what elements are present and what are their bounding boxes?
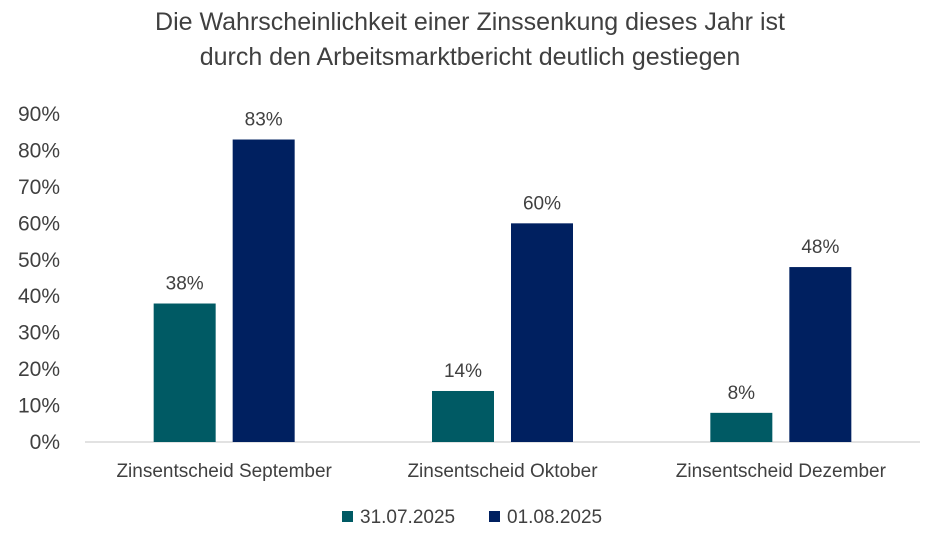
bar-series-2-2 — [511, 223, 573, 442]
legend-swatch — [342, 511, 353, 522]
legend-swatch — [489, 511, 500, 522]
data-label: 48% — [801, 237, 839, 258]
data-label: 38% — [166, 274, 204, 295]
chart-title-line-1: Die Wahrscheinlichkeit einer Zinssenkung… — [155, 8, 785, 36]
y-axis: 0% 10% 20% 30% 40% 50% 60% 70% 80% 90% — [18, 103, 60, 454]
data-label: 8% — [728, 383, 756, 404]
y-tick-label: 60% — [18, 212, 60, 235]
bar-series-2-3 — [789, 267, 852, 442]
chart-title-line-2: durch den Arbeitsmarktbericht deutlich g… — [200, 43, 741, 71]
x-category-label: Zinsentscheid Oktober — [407, 461, 598, 482]
bar-series-1-1 — [153, 303, 216, 442]
y-tick-label: 20% — [18, 358, 60, 381]
y-tick-label: 30% — [18, 322, 60, 345]
legend-label: 01.08.2025 — [507, 507, 602, 528]
x-category-label: Zinsentscheid Dezember — [676, 461, 887, 482]
chart-title: Die Wahrscheinlichkeit einer Zinssenkung… — [155, 8, 785, 71]
y-tick-label: 70% — [18, 176, 60, 199]
bar-series-1-2 — [432, 390, 494, 442]
y-tick-label: 40% — [18, 285, 60, 308]
legend-label: 31.07.2025 — [360, 507, 455, 528]
y-tick-label: 80% — [18, 139, 60, 162]
legend: 31.07.2025 01.08.2025 — [342, 507, 602, 528]
y-tick-label: 50% — [18, 249, 60, 272]
data-label: 60% — [523, 193, 561, 214]
bar-series-2-1 — [232, 139, 295, 442]
x-category-label: Zinsentscheid September — [116, 461, 332, 482]
y-tick-label: 0% — [30, 431, 60, 454]
bar-series-1-3 — [710, 412, 773, 442]
data-label: 83% — [245, 110, 283, 131]
data-labels-group: 38% 83% 14% 60% 8% 48% — [166, 110, 840, 404]
bars-group — [153, 139, 852, 442]
data-label: 14% — [444, 361, 482, 382]
x-axis: Zinsentscheid September Zinsentscheid Okt… — [116, 461, 886, 482]
y-tick-label: 90% — [18, 103, 60, 126]
y-tick-label: 10% — [18, 395, 60, 418]
